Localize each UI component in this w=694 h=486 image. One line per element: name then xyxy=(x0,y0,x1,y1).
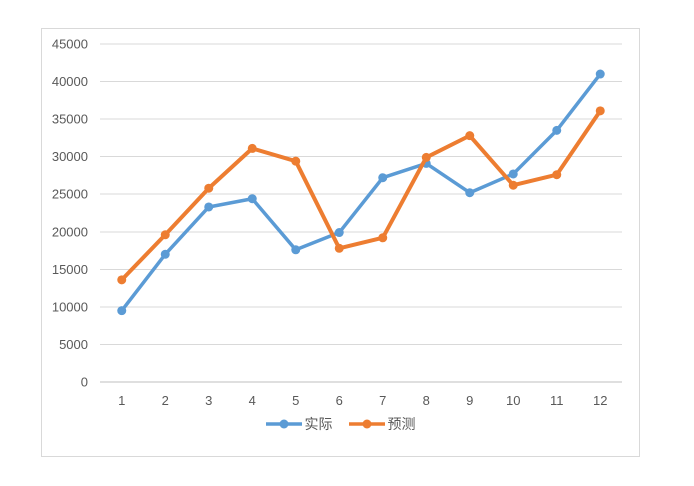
series-marker-0[interactable] xyxy=(291,245,301,255)
series-marker-0[interactable] xyxy=(334,228,344,238)
series-marker-1[interactable] xyxy=(595,106,605,116)
series-marker-1[interactable] xyxy=(508,180,518,190)
series-line-0[interactable] xyxy=(120,72,602,313)
legend-marker-actual-icon xyxy=(265,419,302,429)
x-tick-label: 8 xyxy=(423,393,430,408)
y-tick-label: 25000 xyxy=(52,187,88,202)
chart-frame[interactable]: 0 5000 10000 15000 20000 25000 30000 35000 40000… xyxy=(41,28,640,457)
series-marker-1[interactable] xyxy=(334,243,344,253)
y-tick-label: 10000 xyxy=(52,299,88,314)
y-tick-label: 30000 xyxy=(52,149,88,164)
x-tick-label: 7 xyxy=(379,393,386,408)
y-tick-label: 45000 xyxy=(52,37,88,52)
legend-label-actual: 实际 xyxy=(304,416,333,432)
x-tick-label: 12 xyxy=(593,393,607,408)
series-marker-1[interactable] xyxy=(204,183,214,193)
series-marker-0[interactable] xyxy=(378,173,388,183)
series-marker-0[interactable] xyxy=(595,69,605,79)
x-tick-label: 10 xyxy=(506,393,520,408)
series-marker-1[interactable] xyxy=(117,275,127,285)
series-marker-1[interactable] xyxy=(247,143,257,153)
legend-marker-forecast-icon xyxy=(348,419,385,429)
y-tick-label: 20000 xyxy=(52,224,88,239)
series-marker-0[interactable] xyxy=(508,169,518,179)
legend-item-forecast[interactable]: 预测 xyxy=(348,416,416,432)
y-tick-label: 15000 xyxy=(52,262,88,277)
series-marker-1[interactable] xyxy=(421,152,431,162)
series-marker-1[interactable] xyxy=(160,230,170,240)
x-tick-label: 2 xyxy=(162,393,169,408)
x-tick-label: 11 xyxy=(550,393,564,408)
series-marker-1[interactable] xyxy=(291,156,301,166)
x-tick-label: 5 xyxy=(292,393,299,408)
series-marker-0[interactable] xyxy=(204,202,214,212)
series-marker-1[interactable] xyxy=(552,170,562,180)
series-marker-0[interactable] xyxy=(552,125,562,135)
chart-legend: 实际 预测 xyxy=(42,416,639,432)
x-tick-label: 9 xyxy=(466,393,473,408)
legend-item-actual[interactable]: 实际 xyxy=(265,416,333,432)
series-marker-1[interactable] xyxy=(465,131,475,141)
series-marker-0[interactable] xyxy=(247,194,257,204)
y-tick-label: 5000 xyxy=(59,337,88,352)
x-tick-label: 4 xyxy=(249,393,256,408)
series-marker-0[interactable] xyxy=(160,249,170,259)
x-tick-label: 1 xyxy=(118,393,125,408)
series-line-1[interactable] xyxy=(119,108,603,282)
series-marker-0[interactable] xyxy=(465,188,475,198)
y-tick-label: 40000 xyxy=(52,74,88,89)
plot-svg: 0 5000 10000 15000 20000 25000 30000 35000 40000… xyxy=(52,37,622,408)
y-tick-label: 35000 xyxy=(52,112,88,127)
series-marker-1[interactable] xyxy=(378,233,388,243)
legend-label-forecast: 预测 xyxy=(387,416,416,432)
x-tick-label: 6 xyxy=(336,393,343,408)
x-tick-label: 3 xyxy=(205,393,212,408)
series-marker-0[interactable] xyxy=(117,306,127,316)
y-tick-label: 0 xyxy=(81,375,88,390)
